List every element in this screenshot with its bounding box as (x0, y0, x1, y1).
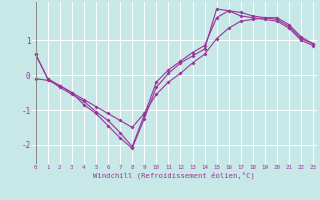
X-axis label: Windchill (Refroidissement éolien,°C): Windchill (Refroidissement éolien,°C) (93, 172, 255, 179)
